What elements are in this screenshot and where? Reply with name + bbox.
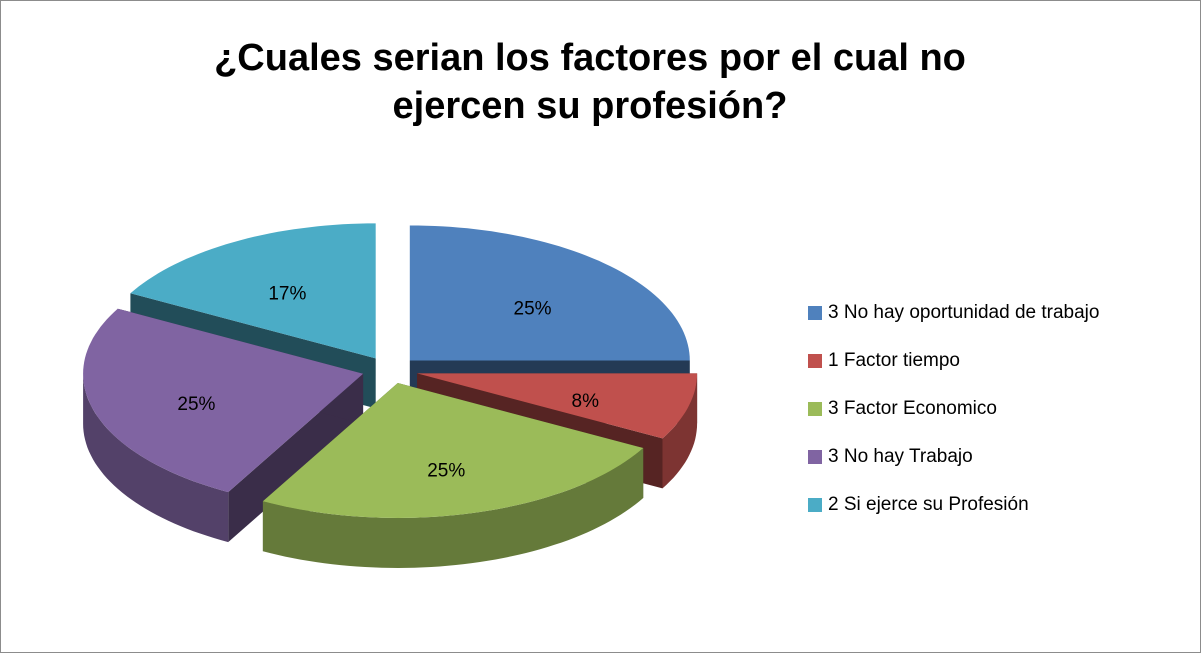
chart-title: ¿Cuales serian los factores por el cual … (214, 37, 966, 79)
legend-swatch (808, 450, 822, 464)
legend-label: 3 No hay oportunidad de trabajo (828, 302, 1099, 323)
data-label: 25% (177, 394, 215, 415)
legend-label: 3 No hay Trabajo (828, 446, 973, 467)
slice-wall (262, 448, 644, 568)
slice-wall (83, 373, 229, 543)
legend-swatch (808, 498, 822, 512)
slice (409, 225, 690, 361)
chart-title: ejercen su profesión? (393, 85, 788, 127)
slice-side (228, 373, 364, 543)
data-label: 25% (427, 460, 465, 481)
legend-label: 3 Factor Economico (828, 398, 997, 419)
legend-swatch (808, 306, 822, 320)
legend-swatch (808, 354, 822, 368)
slice (262, 383, 644, 518)
legend-swatch (808, 402, 822, 416)
slice (83, 308, 364, 493)
data-label: 25% (514, 298, 552, 319)
data-label: 8% (572, 391, 600, 412)
data-label: 17% (268, 283, 306, 304)
slice (130, 223, 376, 359)
slice (417, 373, 698, 439)
legend-label: 1 Factor tiempo (828, 350, 960, 371)
legend-label: 2 Si ejerce su Profesión (828, 494, 1029, 515)
slice-wall (662, 373, 698, 489)
